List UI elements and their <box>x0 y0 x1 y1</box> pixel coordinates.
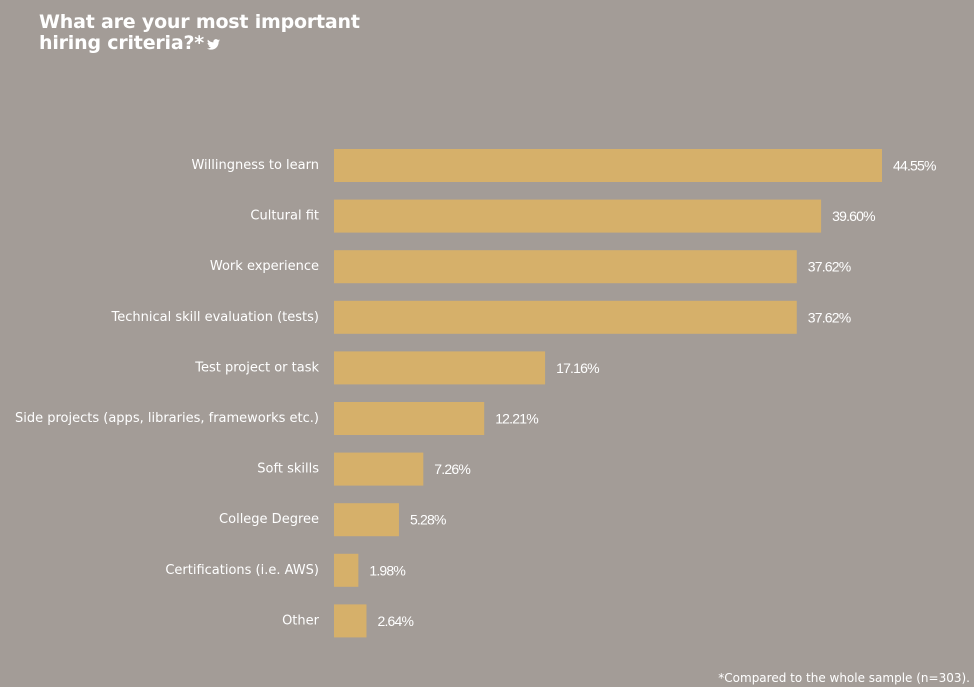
category-label: College Degree <box>219 512 319 527</box>
value-label: 7.26% <box>434 461 470 477</box>
chart-title-line-1: What are your most important <box>39 11 360 33</box>
bar <box>334 199 822 233</box>
category-label: Work experience <box>210 259 319 274</box>
bar <box>334 250 797 284</box>
category-label: Willingness to learn <box>191 158 319 173</box>
bar <box>334 402 485 435</box>
chart-title: What are your most important hiring crit… <box>39 12 360 54</box>
category-label: Certifications (i.e. AWS) <box>165 563 319 578</box>
value-label: 44.55% <box>893 158 936 174</box>
chart-title-line-2: hiring criteria?* <box>39 32 205 54</box>
category-label: Soft skills <box>257 462 319 477</box>
category-label: Technical skill evaluation (tests) <box>111 310 320 325</box>
category-label: Side projects (apps, libraries, framewor… <box>15 411 319 426</box>
bar <box>334 149 882 182</box>
bar <box>334 452 424 486</box>
footnote: *Compared to the whole sample (n=303). <box>718 671 970 685</box>
value-label: 1.98% <box>369 562 405 578</box>
bar <box>334 503 399 537</box>
twitter-icon[interactable] <box>207 39 221 50</box>
value-label: 39.60% <box>832 208 875 224</box>
category-label: Other <box>282 613 320 628</box>
value-label: 2.64% <box>377 613 413 629</box>
bar <box>334 604 367 638</box>
value-label: 12.21% <box>495 411 538 427</box>
value-label: 37.62% <box>808 309 851 325</box>
category-label: Cultural fit <box>250 209 319 224</box>
category-label: Test project or task <box>194 360 319 375</box>
value-label: 37.62% <box>808 259 851 275</box>
chart-title-line-2-wrap: hiring criteria?* <box>39 33 360 54</box>
value-label: 5.28% <box>410 512 446 528</box>
bar <box>334 351 546 385</box>
bar <box>334 300 797 334</box>
bar <box>334 553 359 587</box>
value-label: 17.16% <box>556 360 599 376</box>
